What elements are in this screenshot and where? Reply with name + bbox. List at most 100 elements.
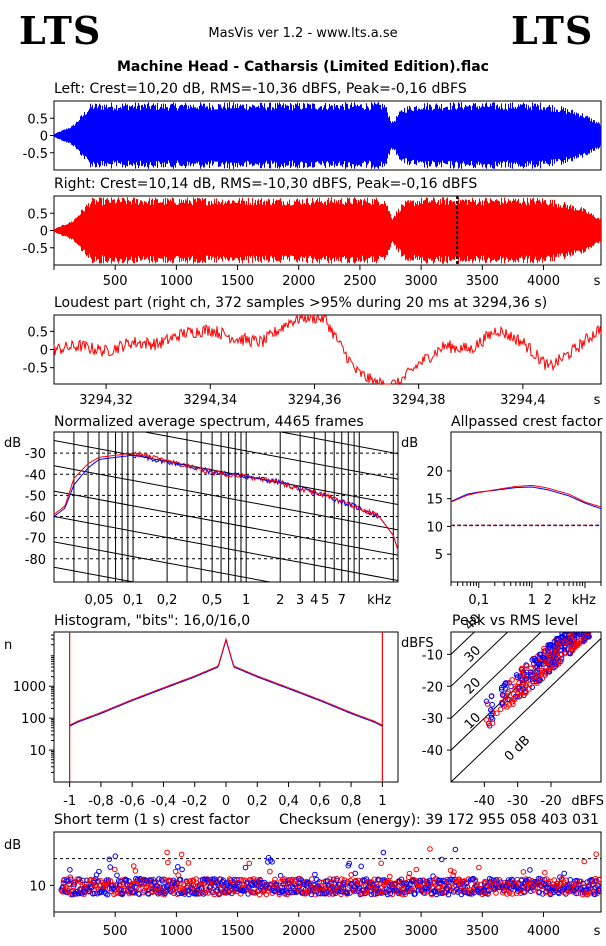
crest-point: [522, 889, 528, 895]
crest-point: [405, 874, 412, 881]
crest-ytick-label: 10: [29, 879, 46, 894]
peak-rms-point: [585, 623, 590, 628]
peak-rms-point: [527, 669, 534, 676]
peak-rms-point: [504, 704, 510, 710]
loudest-signal: [53, 313, 602, 386]
peak-rms-ytick-label: -10: [422, 648, 443, 663]
crest-point: [371, 876, 378, 883]
crest-point: [165, 859, 171, 866]
file-title: Machine Head - Catharsis (Limited Editio…: [117, 59, 489, 75]
crest-point: [114, 872, 120, 879]
peak-rms-diag-label: 40: [462, 611, 484, 633]
peak-rms-point: [582, 625, 587, 630]
peak-rms-point: [581, 614, 586, 619]
loudest-xtick-label: 3294,4: [500, 393, 546, 408]
peak-rms-point: [536, 675, 543, 682]
spectrum-slope: [278, 432, 398, 455]
peak-rms-crest-line: [451, 632, 509, 687]
crest-point: [154, 883, 161, 890]
peak-rms-point: [585, 613, 590, 618]
crest-point: [187, 878, 193, 884]
right-waveform-xtick-label: 1000: [160, 274, 193, 289]
logo-left: LTS: [19, 8, 102, 53]
peak-rms-point: [535, 668, 541, 675]
peak-rms-point: [581, 612, 586, 617]
crest-point: [380, 849, 387, 856]
peak-rms-point: [494, 710, 500, 717]
peak-rms-point: [585, 632, 591, 634]
allpass-title: Allpassed crest factor: [451, 414, 603, 430]
peak-rms-point: [485, 721, 492, 727]
spectrum-slope: [54, 465, 398, 531]
peak-rms-point: [504, 696, 511, 703]
crest-point: [445, 891, 452, 898]
crest-point: [136, 886, 142, 892]
peak-rms-point: [504, 690, 511, 697]
crest-xtick-label: 2000: [282, 924, 315, 939]
crest-point: [427, 879, 434, 886]
crest-point: [172, 868, 179, 875]
crest-point: [433, 891, 440, 898]
crest-point: [95, 878, 101, 884]
peak-rms-point: [488, 707, 494, 713]
crest-point: [242, 864, 249, 871]
peak-rms-point: [546, 666, 552, 673]
loudest-xunit: s: [594, 393, 601, 408]
spectrum-title: Normalized average spectrum, 4465 frames: [54, 414, 364, 430]
peak-rms-point: [587, 621, 592, 626]
crest-point: [573, 890, 580, 897]
crest-xtick-label: 1000: [160, 924, 193, 939]
loudest-frame: [53, 314, 602, 385]
peak-rms-point: [543, 659, 550, 666]
peak-rms-point: [560, 638, 566, 645]
crest-yunit: dB: [4, 838, 21, 853]
peak-rms-point: [561, 650, 568, 657]
allpass-series-right: [450, 484, 602, 508]
spectrum-slope: [54, 618, 398, 682]
peak-rms-point: [532, 673, 538, 680]
peak-rms-xtick-label: -20: [540, 794, 561, 809]
spectrum-slope: [54, 566, 137, 582]
left-waveform-ytick-label: 0: [40, 130, 48, 145]
allpass-series-left: [450, 486, 602, 510]
loudest-xtick-label: 3294,34: [183, 393, 237, 408]
peak-rms-point: [572, 624, 577, 629]
spectrum-ytick-label: -30: [25, 447, 46, 462]
crest-xunit: s: [594, 924, 601, 939]
spectrum-slope: [54, 516, 398, 582]
spectrum-yunit: dB: [4, 436, 21, 451]
peak-rms-point: [587, 620, 592, 625]
loudest-xtick-label: 3294,32: [79, 393, 133, 408]
peak-rms-diag-label: 0 dB: [502, 733, 534, 765]
crest-point: [112, 866, 118, 873]
loudest-ytick-label: 0.5: [27, 325, 48, 340]
crest-point: [542, 869, 548, 876]
peak-rms-point: [520, 686, 526, 692]
peak-rms-point: [542, 672, 548, 679]
peak-rms-point: [536, 678, 543, 684]
crest-point: [67, 867, 73, 873]
crest-point: [112, 853, 119, 860]
peak-rms-point: [520, 669, 526, 675]
peak-rms-point: [588, 613, 593, 618]
peak-rms-point: [578, 615, 583, 620]
crest-title: Short term (1 s) crest factor: [54, 812, 250, 828]
histogram-ytick-label: 10: [29, 744, 46, 759]
crest-point: [398, 876, 405, 883]
peak-rms-point: [519, 671, 526, 678]
peak-rms-point: [577, 618, 582, 623]
peak-rms-point: [524, 663, 530, 669]
spectrum-xtick-label: 5: [321, 593, 329, 608]
crest-point: [132, 868, 139, 874]
spectrum-ytick-label: -80: [25, 553, 46, 568]
peak-rms-point: [577, 632, 580, 633]
peak-rms-point: [588, 610, 593, 615]
crest-point: [220, 877, 226, 884]
crest-point: [309, 876, 315, 882]
peak-rms-plot: [451, 610, 601, 782]
crest-point: [327, 876, 333, 882]
crest-point: [426, 884, 433, 890]
crest-point: [318, 879, 325, 886]
crest-point: [312, 871, 318, 878]
crest-point: [130, 863, 137, 869]
